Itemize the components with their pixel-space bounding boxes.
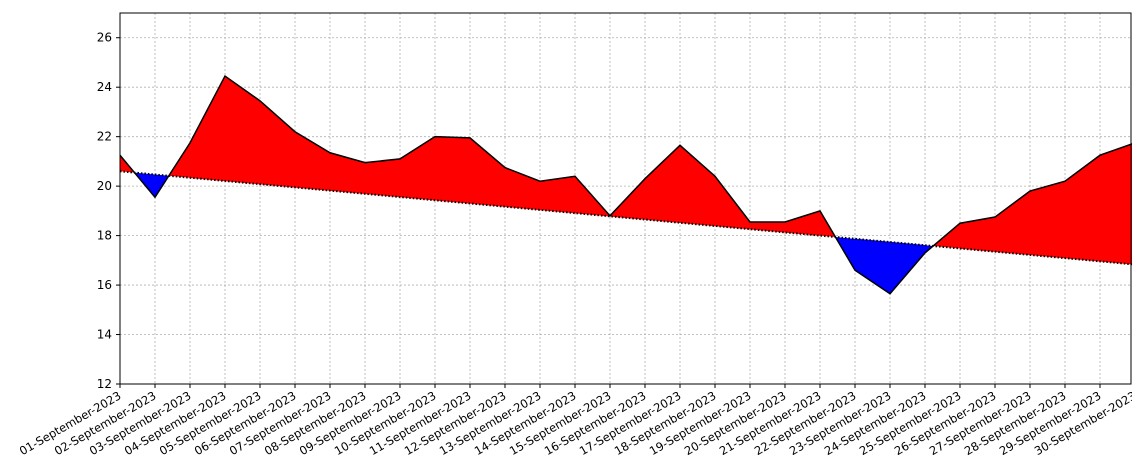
y-tick-label: 18: [97, 229, 112, 243]
series-lines: [119, 74, 1132, 295]
fill-above-segment: [329, 152, 366, 195]
fill-below-segment: [889, 241, 926, 295]
fill-above-segment: [1099, 143, 1132, 265]
fill-above-segment: [644, 144, 681, 224]
fill-above-segment: [1029, 180, 1066, 259]
fill-above-segment: [224, 75, 261, 185]
y-tick-label: 22: [97, 130, 112, 144]
fill-above-segment: [539, 175, 576, 214]
fill-above-segment: [364, 158, 401, 198]
y-tick-label: 12: [97, 377, 112, 391]
fill-above-segment: [679, 144, 716, 227]
y-tick-label: 26: [97, 31, 112, 45]
fill-above-segment: [749, 221, 786, 233]
axes-frame: [119, 12, 1132, 385]
plot-frame: [119, 12, 1132, 385]
y-axis-ticks: 12 14 16 18 20 22 24 26: [97, 31, 120, 391]
fill-above-segment: [189, 75, 226, 182]
fill-above-segment: [259, 100, 296, 188]
data-line: [119, 74, 1132, 295]
fill-above-segment: [294, 131, 331, 191]
fill-below-segment: [854, 238, 891, 295]
fill-above-segment: [994, 190, 1031, 256]
fill-above-segment: [469, 137, 506, 207]
fill-above-segment: [1064, 154, 1101, 262]
area-fills: [120, 75, 1132, 295]
fill-above-segment: [399, 136, 436, 201]
y-tick-label: 24: [97, 80, 112, 94]
fill-above-segment: [434, 136, 471, 204]
y-tick-label: 16: [97, 278, 112, 292]
y-tick-label: 20: [97, 179, 112, 193]
y-tick-label: 14: [97, 328, 112, 342]
x-axis-ticks: 01-September-202302-September-202303-Sep…: [17, 384, 1132, 458]
